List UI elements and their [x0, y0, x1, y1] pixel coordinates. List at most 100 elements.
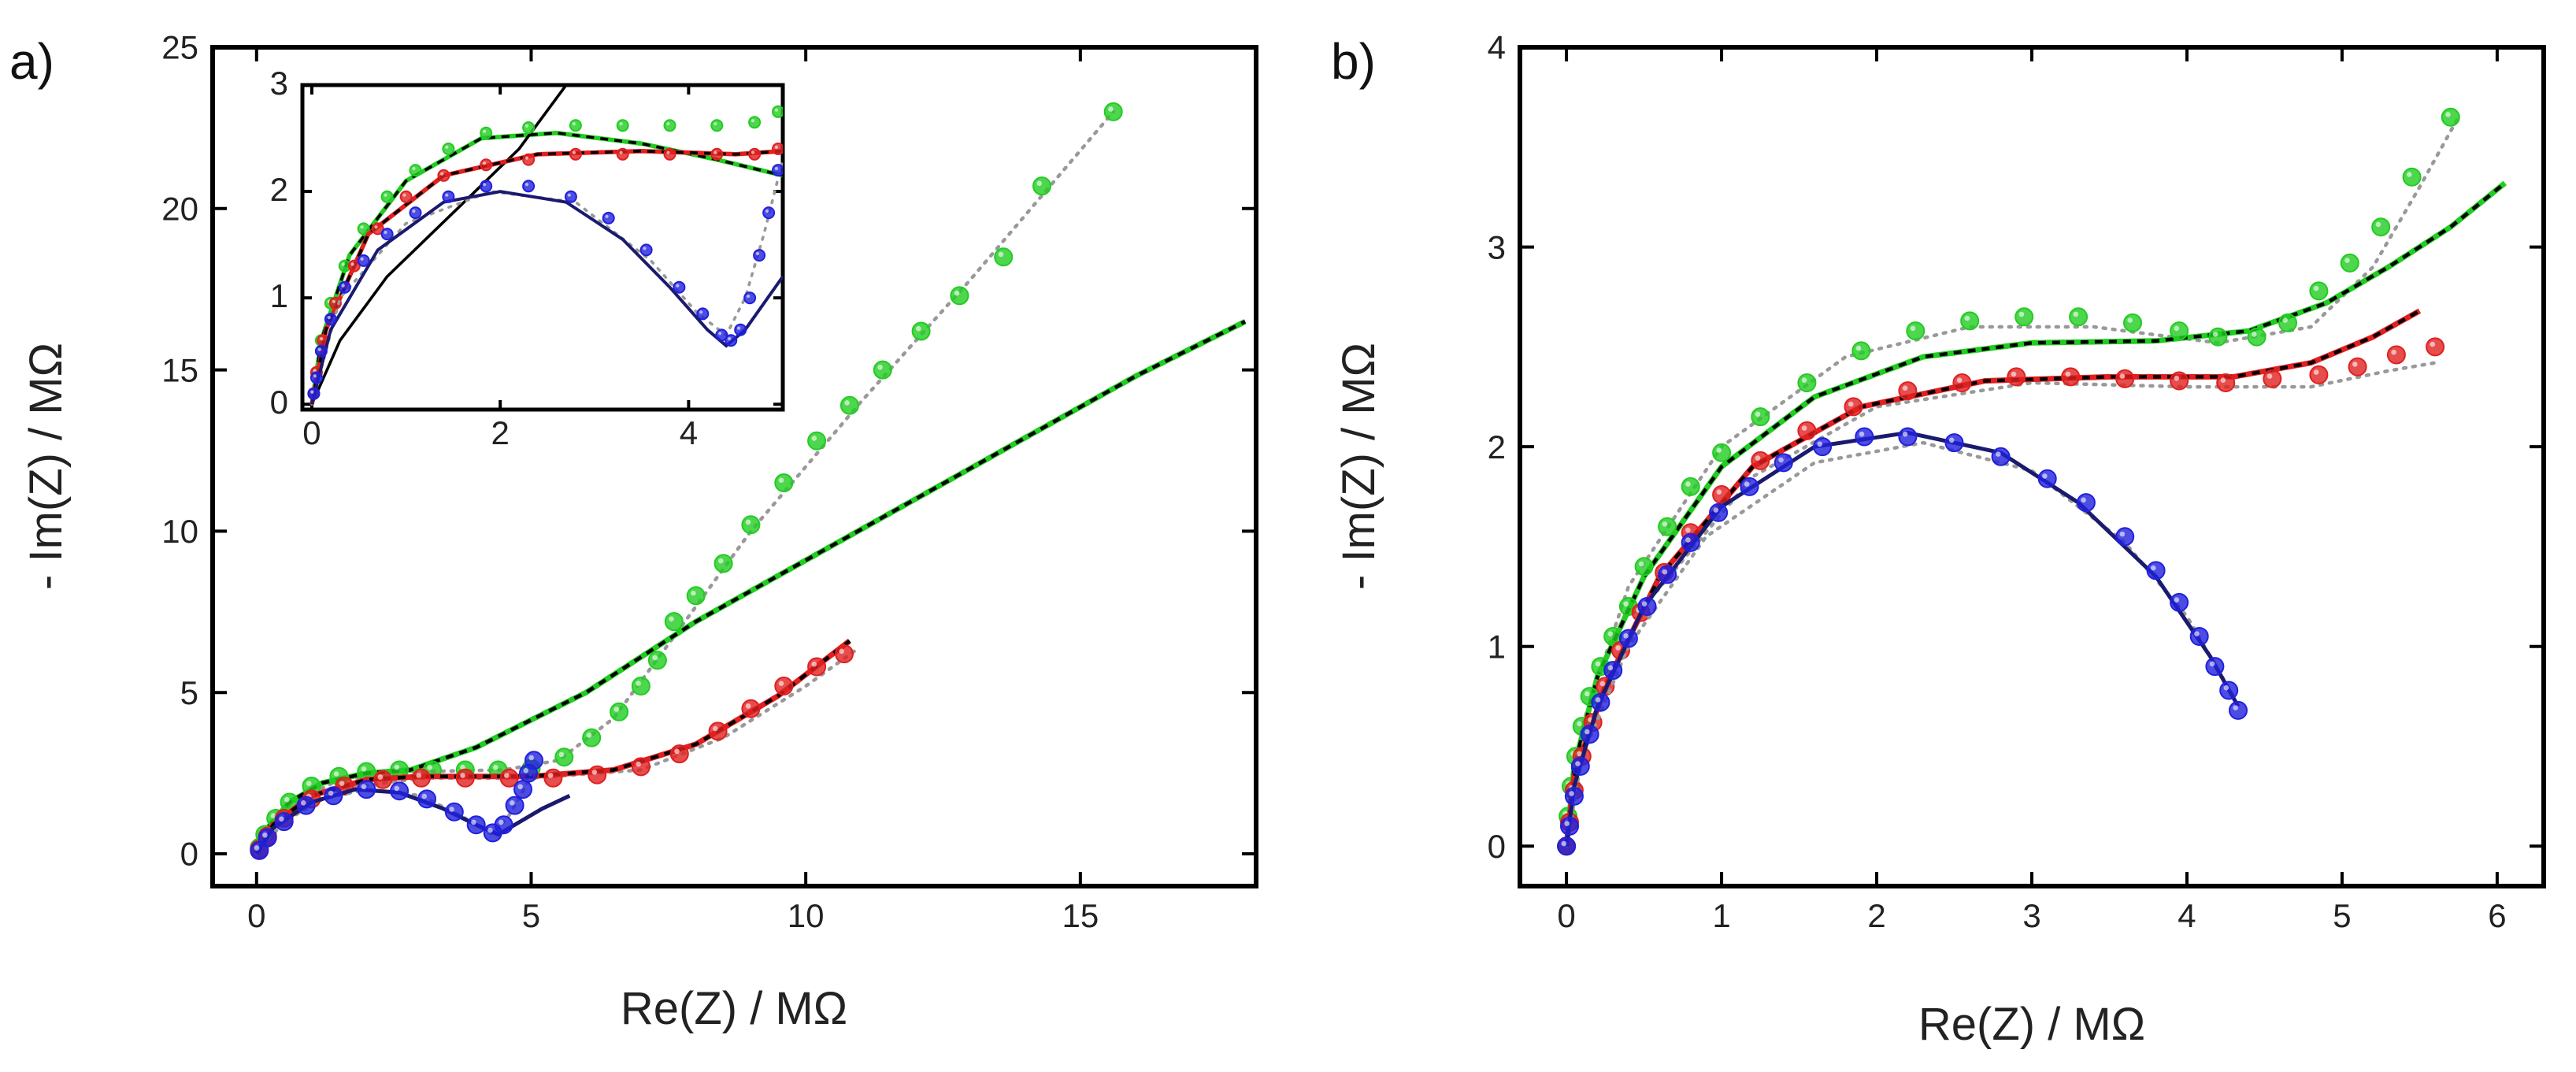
panel-b-red-point	[2263, 369, 2282, 388]
panel-b-blue-point	[2146, 561, 2166, 581]
panel-b-blue-point	[1944, 433, 1964, 453]
panel-b-blue-point-highlight	[1623, 633, 1629, 639]
panel-b-blue-point	[1570, 756, 1590, 776]
panel-b-blue-point-highlight	[1607, 665, 1614, 671]
inset-red-point	[569, 147, 582, 161]
panel-a-red-point-highlight	[504, 773, 510, 778]
inset-blue-point-highlight	[317, 347, 321, 351]
inset-blue-point-highlight	[755, 251, 760, 256]
panel-b-red-point	[2309, 365, 2329, 384]
inset-blue-point-highlight	[327, 316, 331, 320]
panel-a-blue-point	[357, 780, 376, 799]
inset-green-point-highlight	[774, 108, 779, 112]
panel-b-red-point-highlight	[1577, 751, 1582, 757]
panel-a-red-point	[741, 699, 761, 718]
panel-b-red-model-dotted	[1564, 361, 2437, 848]
panel-a-green-fit-dash	[254, 320, 1247, 855]
panel-a-green-point-highlight	[270, 813, 276, 818]
panel-b-red-point-highlight	[1615, 645, 1621, 651]
panel-b-green-point-highlight	[1623, 601, 1629, 606]
panel-b-red-point-highlight	[2313, 369, 2319, 375]
panel-b-green-point-highlight	[2212, 332, 2218, 337]
panel-b-blue-point	[1591, 692, 1610, 712]
panel-a-green-point	[631, 677, 650, 696]
panel-a-ytick-label: 5	[180, 674, 198, 711]
panel-b-green-fit-line	[1563, 180, 2507, 847]
panel-b-blue-point	[1580, 725, 1599, 744]
panel-b-green-point-highlight	[2127, 317, 2133, 323]
panel-b-red-point	[1797, 421, 1817, 440]
panel-a-blue-point	[513, 780, 532, 799]
panel-a-blue-point-highlight	[487, 827, 493, 833]
panel-b-xtick-label: 0	[1557, 897, 1575, 934]
panel-b-blue-point-highlight	[2042, 473, 2048, 479]
panel-b-red-point-highlight	[1599, 681, 1606, 687]
panel-b-green-point-highlight	[1755, 411, 1761, 417]
panel-b-green-point-highlight	[2445, 112, 2451, 117]
panel-b-blue-point-highlight	[2194, 631, 2200, 636]
panel-b-red-fit-line	[1563, 308, 2422, 847]
panel-b-blue-point	[1618, 629, 1638, 648]
panel-b-xtick-label: 6	[2488, 897, 2506, 934]
inset-blue-point	[357, 254, 370, 267]
inset-green-point	[380, 190, 394, 203]
inset-green-fit2-line	[310, 85, 568, 405]
panel-b-green-point-highlight	[1716, 447, 1722, 453]
panel-b-green-point-highlight	[1855, 345, 1862, 351]
panel-b-red-point-highlight	[1956, 377, 1963, 384]
panel-b-xtick-label: 4	[2178, 897, 2196, 934]
panel-a-blue-point	[524, 751, 543, 770]
panel-b-blue-point-highlight	[2209, 661, 2215, 667]
panel-a-xtick-label: 10	[788, 897, 825, 934]
panel-a-green-point	[647, 651, 667, 670]
inset-red-point-highlight	[751, 150, 755, 154]
panel-a-red-point-highlight	[745, 703, 751, 709]
inset-ytick-label: 1	[270, 277, 288, 314]
panel-b-blue-model-dotted	[1564, 440, 2236, 848]
panel-b-green-point	[2069, 307, 2089, 327]
panel-b-blue-point	[1564, 786, 1584, 806]
panel-a-blue-point-highlight	[301, 800, 306, 806]
panel-a-red-point	[455, 768, 475, 788]
panel-a-green-point-highlight	[954, 290, 960, 296]
panel-b-blue-point	[1740, 477, 1759, 496]
panel-a-red-point-highlight	[636, 761, 641, 767]
inset-red-point	[710, 147, 724, 161]
panel-b-xtick-label: 3	[2022, 897, 2040, 934]
panel-a-xlabel: Re(Z) / MΩ	[621, 983, 847, 1034]
panel-b-blue-point-highlight	[1585, 729, 1590, 735]
inset-green-point	[710, 119, 724, 132]
panel-b-blue-point-highlight	[1569, 791, 1574, 796]
panel-a-blue-point-highlight	[279, 816, 284, 822]
panel-a-blue-point	[390, 781, 410, 801]
panel-a-green-point	[713, 554, 733, 573]
inset-green-point-highlight	[384, 193, 387, 197]
panel-b-blue-point-highlight	[2233, 705, 2238, 710]
inset-blue-point	[309, 371, 323, 384]
panel-a-blue-point	[505, 796, 524, 815]
inset-green-point-highlight	[524, 124, 529, 128]
panel-b-blue-point-highlight	[2174, 597, 2180, 603]
panel-a-green-point	[554, 747, 574, 767]
inset-red-point	[748, 147, 762, 161]
panel-a-red-point-highlight	[377, 774, 384, 780]
panel-a-green-point	[774, 473, 794, 492]
panel-b-blue-point-highlight	[1662, 569, 1668, 575]
panel-b-green-point-highlight	[1662, 521, 1668, 527]
panel-b-green-point	[2441, 107, 2460, 127]
panel-b-red-point-highlight	[1902, 385, 1908, 391]
panel-b-green-point	[2371, 217, 2391, 237]
panel-a-ytick-label: 0	[180, 836, 198, 873]
panel-b-xtick-label: 1	[1712, 897, 1730, 934]
panel-a-blue-point-highlight	[328, 790, 334, 796]
panel-a-blue-point-highlight	[510, 800, 515, 806]
panel-b-blue-point	[1774, 453, 1793, 473]
panel-a-ytick-label: 25	[161, 29, 198, 66]
inset-red-point-highlight	[350, 262, 354, 266]
panel-a-green-point	[582, 728, 602, 747]
panel-b-blue-point	[1813, 437, 1833, 457]
panel-a-blue-point-highlight	[471, 819, 476, 825]
panel-a-green-point	[741, 515, 761, 535]
panel-b-blue-point	[2219, 681, 2239, 700]
